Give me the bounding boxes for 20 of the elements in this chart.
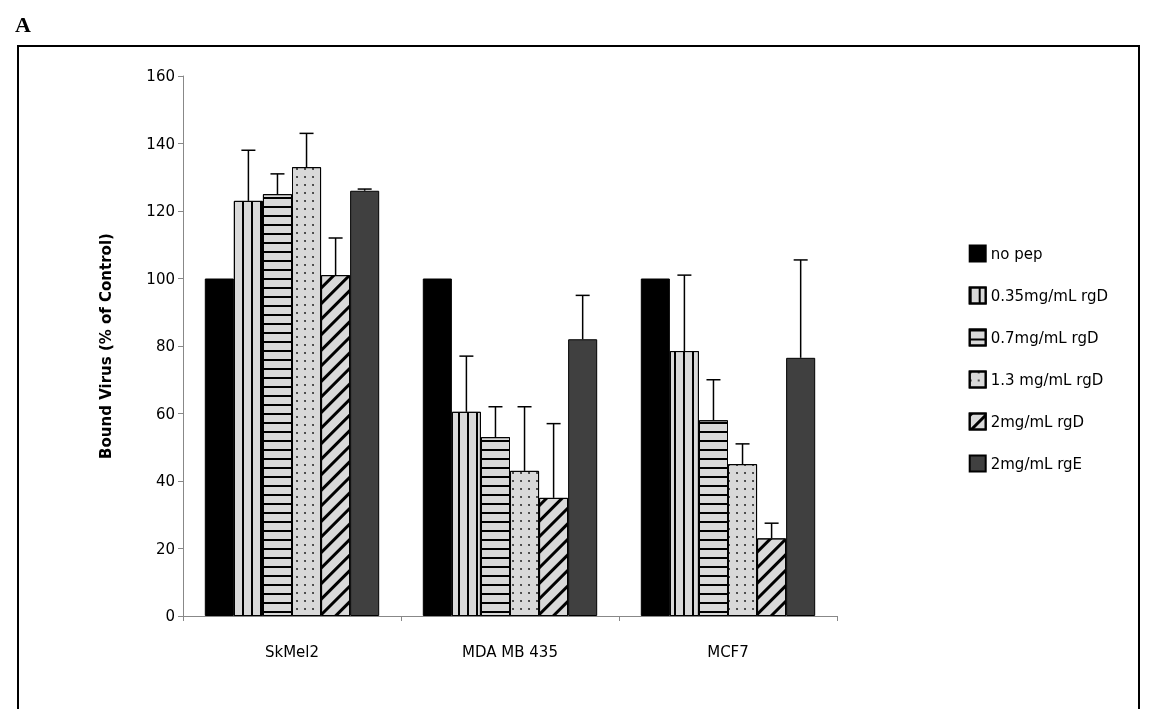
y-tick-label: 140 [146, 134, 175, 153]
legend-label: 1.3 mg/mL rgD [990, 370, 1104, 389]
legend-label: 2mg/mL rgE [990, 454, 1083, 473]
y-tick-label: 60 [155, 404, 175, 423]
y-tick-label: 40 [155, 472, 175, 490]
legend-label: no pep [990, 244, 1043, 263]
legend-label: 0.7mg/mL rgD [990, 328, 1099, 347]
y-tick-label: 80 [155, 337, 175, 355]
chart-title: A [15, 11, 31, 37]
legend-label: 2mg/mL rgD [990, 412, 1085, 431]
y-tick-label: 160 [146, 67, 175, 85]
y-tick-label: 0 [165, 607, 175, 625]
x-tick-label: SkMel2 [264, 642, 320, 661]
y-tick-label: 20 [155, 539, 175, 558]
x-tick-label: MDA MB 435 [462, 642, 558, 661]
y-axis-title: Bound Virus (% of Control) [96, 233, 115, 459]
legend-label: 0.35mg/mL rgD [990, 286, 1109, 305]
x-tick-label: MCF7 [707, 642, 749, 661]
y-tick-label: 120 [146, 202, 175, 220]
y-tick-label: 100 [146, 269, 175, 288]
